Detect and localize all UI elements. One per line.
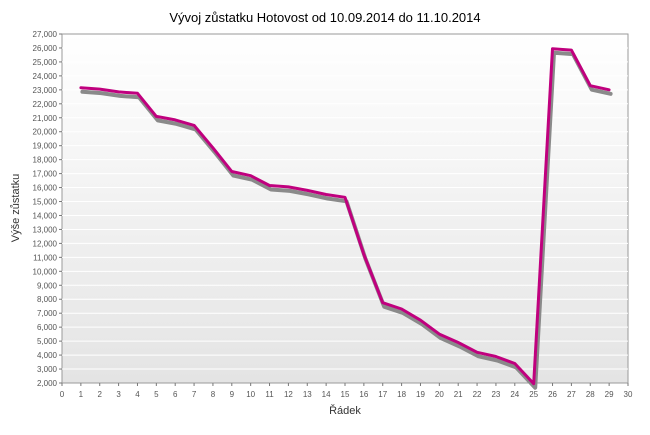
x-tick-label: 1 <box>79 390 84 399</box>
y-tick-label: 21,000 <box>33 114 58 123</box>
y-tick-label: 10,000 <box>33 267 58 276</box>
data-point <box>475 350 480 355</box>
y-tick-label: 14,000 <box>33 211 58 220</box>
data-point <box>512 361 517 366</box>
data-point <box>97 87 102 92</box>
y-tick-label: 12,000 <box>33 239 58 248</box>
x-tick-label: 9 <box>230 390 235 399</box>
data-point <box>286 184 291 189</box>
y-tick-label: 25,000 <box>33 58 58 67</box>
data-point <box>361 252 366 257</box>
x-tick-label: 21 <box>454 390 463 399</box>
series-line <box>79 47 611 386</box>
x-tick-label: 3 <box>116 390 121 399</box>
x-tick-label: 15 <box>341 390 350 399</box>
x-tick-label: 4 <box>135 390 140 399</box>
y-tick-label: 23,000 <box>33 86 58 95</box>
data-point <box>173 117 178 122</box>
y-tick-label: 19,000 <box>33 142 58 151</box>
series-layer <box>78 46 613 390</box>
x-tick-label: 30 <box>624 390 633 399</box>
x-tick-label: 20 <box>435 390 444 399</box>
data-point <box>324 192 329 197</box>
data-point <box>569 48 574 53</box>
x-tick-label: 11 <box>265 390 274 399</box>
y-tick-label: 26,000 <box>33 44 58 53</box>
data-point <box>116 89 121 94</box>
y-tick-label: 15,000 <box>33 198 58 207</box>
data-point <box>210 145 215 150</box>
x-tick-label: 29 <box>605 390 614 399</box>
data-point <box>305 188 310 193</box>
x-axis-ticks: 0 1 2 3 4 5 6 7 8 9 10 11 12 13 14 15 16 17 18 19 20 21 22 23 24… <box>60 383 633 399</box>
x-tick-label: 16 <box>359 390 368 399</box>
x-tick-label: 12 <box>284 390 293 399</box>
y-tick-label: 2,000 <box>37 379 58 388</box>
x-tick-label: 0 <box>60 390 65 399</box>
y-tick-label: 24,000 <box>33 72 58 81</box>
data-point <box>135 91 140 96</box>
data-point <box>380 300 385 305</box>
x-tick-label: 19 <box>416 390 425 399</box>
y-tick-label: 8,000 <box>37 295 58 304</box>
data-point <box>399 307 404 312</box>
data-point <box>154 114 159 119</box>
y-tick-label: 27,000 <box>33 30 58 39</box>
y-tick-label: 17,000 <box>33 170 58 179</box>
x-tick-label: 18 <box>397 390 406 399</box>
y-tick-label: 7,000 <box>37 309 58 318</box>
data-point <box>437 332 442 337</box>
x-tick-label: 25 <box>529 390 538 399</box>
y-tick-label: 20,000 <box>33 128 58 137</box>
data-point <box>550 46 555 51</box>
y-tick-label: 16,000 <box>33 184 58 193</box>
data-point <box>343 195 348 200</box>
data-point <box>418 318 423 323</box>
y-tick-label: 5,000 <box>37 337 58 346</box>
data-point <box>456 340 461 345</box>
data-point <box>78 85 83 90</box>
y-tick-label: 13,000 <box>33 225 58 234</box>
x-tick-label: 13 <box>303 390 312 399</box>
y-tick-label: 3,000 <box>37 365 58 374</box>
x-tick-label: 5 <box>154 390 159 399</box>
plot-area <box>61 33 629 384</box>
chart-title: Vývoj zůstatku Hotovost od 10.09.2014 do… <box>169 10 480 25</box>
data-point <box>493 354 498 359</box>
x-tick-label: 22 <box>473 390 482 399</box>
x-tick-label: 17 <box>378 390 387 399</box>
x-tick-label: 28 <box>586 390 595 399</box>
y-tick-label: 6,000 <box>37 323 58 332</box>
x-tick-label: 27 <box>567 390 576 399</box>
x-tick-label: 23 <box>491 390 500 399</box>
x-axis-label: Řádek <box>329 404 361 417</box>
x-tick-label: 6 <box>173 390 178 399</box>
data-point <box>531 381 536 386</box>
y-tick-label: 11,000 <box>33 253 57 262</box>
y-tick-label: 22,000 <box>33 100 58 109</box>
x-tick-label: 14 <box>322 390 331 399</box>
data-point <box>267 183 272 188</box>
data-point <box>248 173 253 178</box>
data-point <box>192 123 197 128</box>
y-tick-label: 18,000 <box>33 156 58 165</box>
y-tick-label: 4,000 <box>37 351 58 360</box>
x-tick-label: 10 <box>246 390 255 399</box>
x-tick-label: 26 <box>548 390 557 399</box>
x-tick-label: 24 <box>510 390 519 399</box>
data-point <box>229 169 234 174</box>
y-axis-ticks: 2,000 3,000 4,000 5,000 6,000 7,000 8,000 9,000… <box>33 30 62 388</box>
y-tick-label: 9,000 <box>37 281 58 290</box>
x-tick-label: 8 <box>211 390 216 399</box>
data-point <box>588 83 593 88</box>
x-tick-label: 7 <box>192 390 197 399</box>
y-axis-label: Výše zůstatku <box>10 174 22 242</box>
data-point <box>607 87 612 92</box>
x-tick-label: 2 <box>98 390 103 399</box>
